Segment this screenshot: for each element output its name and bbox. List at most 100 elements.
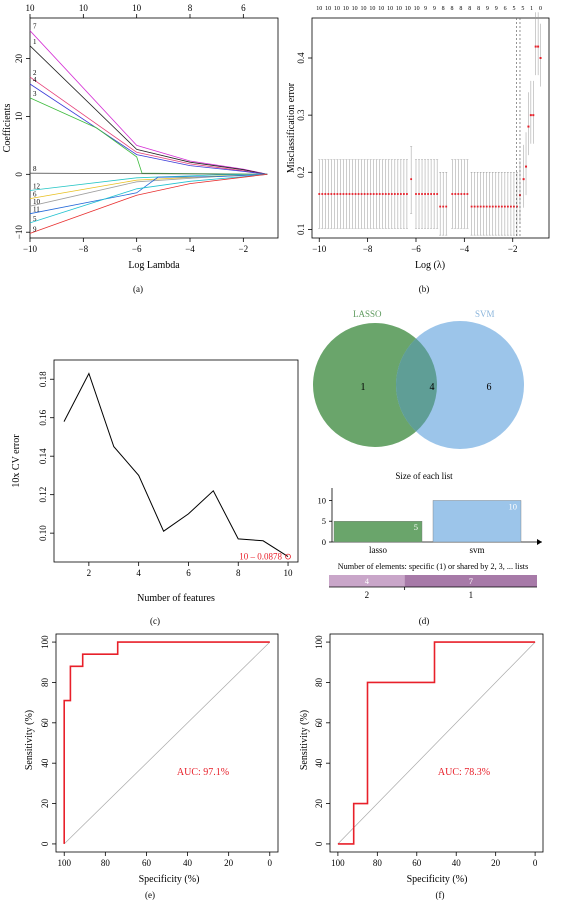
panel-d-venn: LASSO SVM 1 4 6 Size of each list 0 5 10 5 l… [313, 309, 542, 626]
elements-title: Number of elements: specific (1) or shar… [338, 562, 529, 571]
cv-point [522, 178, 525, 181]
panel-c-axes: 2 4 6 8 10 0.10 0.12 0.14 0.16 0.18 [38, 371, 293, 578]
panel-a-axes: −10 −8 −6 −4 −2 −10 0 10 20 10 10 10 8 6 [14, 3, 248, 254]
cv-point [427, 193, 429, 195]
cv-point [387, 193, 390, 195]
top-count-label: 10 [325, 6, 331, 12]
x-tick-label: 8 [236, 568, 241, 578]
cv-point [324, 193, 327, 195]
coef-label-7: 7 [33, 23, 37, 31]
diagonal-reference [337, 641, 536, 845]
cv-point [510, 205, 512, 208]
y-tick-label: 10 [14, 111, 24, 121]
cv-point [539, 57, 542, 59]
coef-path-10 [29, 173, 268, 207]
x-tick-label: −4 [460, 244, 470, 254]
element-bar-value-2: 4 [365, 576, 370, 586]
x-tick-label: 80 [373, 858, 383, 868]
y-tick-label: 0.12 [38, 487, 48, 503]
panel-e-axes: 100 80 60 40 20 0 0 20 40 60 80 100 [40, 635, 273, 868]
panel-f-xlabel: Specificity (%) [407, 874, 468, 885]
coef-path-8 [29, 172, 268, 175]
venn-count-shared: 4 [430, 382, 435, 393]
cv-point [375, 193, 378, 195]
y-tick-label: 60 [314, 718, 324, 728]
bar-value-svm: 10 [509, 501, 518, 511]
x-tick-label: 2 [87, 568, 92, 578]
x-tick-label: −6 [411, 244, 421, 254]
cv-point [351, 193, 354, 195]
top-count-label: 10 [334, 6, 340, 12]
x-tick-label: 100 [331, 858, 345, 868]
cv-point [497, 205, 500, 208]
panel-d-caption: (d) [419, 616, 430, 626]
cv-point [476, 205, 479, 208]
cv-point [473, 205, 476, 208]
x-tick-label: 10 [284, 568, 294, 578]
cv-point [399, 193, 402, 195]
top-count-label: 8 [459, 6, 462, 12]
cv-point [327, 193, 330, 195]
cv-error-line [63, 372, 289, 558]
cv-point [494, 205, 497, 208]
top-count-label: 1 [530, 6, 533, 12]
cv-point [357, 193, 360, 195]
panel-e-auc: AUC: 97.1% [177, 767, 229, 778]
cv-point [424, 193, 426, 195]
x-tick-label: 100 [57, 858, 71, 868]
venn-count-lasso-only: 1 [361, 382, 366, 393]
bars-title: Size of each list [395, 471, 453, 481]
cv-point [430, 193, 433, 195]
panel-b-xlabel: Log (λ) [415, 260, 445, 271]
top-count-label: 8 [468, 6, 471, 12]
coef-path-5 [29, 173, 268, 224]
panel-a-caption: (a) [133, 284, 143, 294]
panel-c-cv-error: 10 – 0.0878 2 4 6 8 10 0.10 0.12 0.14 0.16 0.18 N… [11, 359, 299, 626]
panel-a-xlabel: Log Lambda [128, 260, 180, 271]
coef-path-2 [29, 76, 268, 175]
coef-label-12: 12 [33, 183, 41, 191]
coef-label-11: 11 [33, 206, 40, 214]
panel-f-plot-box [329, 633, 544, 853]
panel-c-caption: (c) [150, 616, 160, 626]
cv-point [516, 205, 518, 208]
coef-label-5: 5 [33, 215, 37, 223]
y-tick-label: 0 [40, 841, 50, 846]
y-tick-label: 0.2 [296, 167, 306, 178]
element-bar-1 [404, 575, 537, 587]
cv-point [342, 193, 345, 195]
cv-point [500, 205, 503, 208]
cv-point [463, 193, 466, 195]
top-count-label: 9 [424, 6, 427, 12]
top-count-label: 10 [378, 6, 384, 12]
cv-point [466, 193, 469, 195]
panel-c-ylabel: 10x CV error [11, 434, 22, 488]
y-tick-label: −10 [14, 225, 24, 240]
panel-b-axes: −10 −8 −6 −4 −20.10.20.30.410 10 10 10 10 10 10 10 1… [296, 6, 542, 254]
cv-point [396, 193, 399, 195]
cv-point [532, 114, 535, 117]
cv-point [442, 205, 445, 208]
coef-path-1 [29, 45, 268, 175]
cv-point [410, 178, 413, 181]
x-tick-label: −8 [363, 244, 373, 254]
coef-label-2: 2 [33, 69, 37, 77]
y-tick-label: 0.4 [296, 52, 306, 64]
top-count-label: 9 [495, 6, 498, 12]
panel-f-caption: (f) [436, 890, 445, 900]
x-tick-label: 0 [533, 858, 538, 868]
y-tick-label: 0.18 [38, 371, 48, 387]
top-count-label: 8 [477, 6, 480, 12]
top-count-label: 8 [442, 6, 445, 12]
cv-point [402, 193, 405, 195]
panel-f-axes: 100 80 60 40 20 0 0 20 40 60 80 100 [314, 635, 538, 868]
y-tick-label: 40 [314, 758, 324, 768]
bar-value-lasso: 5 [414, 522, 418, 532]
top-count-label: 10 [405, 6, 411, 12]
top-count-label: 10 [396, 6, 402, 12]
top-count-label: 9 [433, 6, 436, 12]
y-tick-label: 0.1 [296, 224, 306, 235]
top-tick-label: 10 [79, 3, 89, 13]
min-point-marker [285, 553, 291, 560]
cv-point [445, 205, 448, 208]
